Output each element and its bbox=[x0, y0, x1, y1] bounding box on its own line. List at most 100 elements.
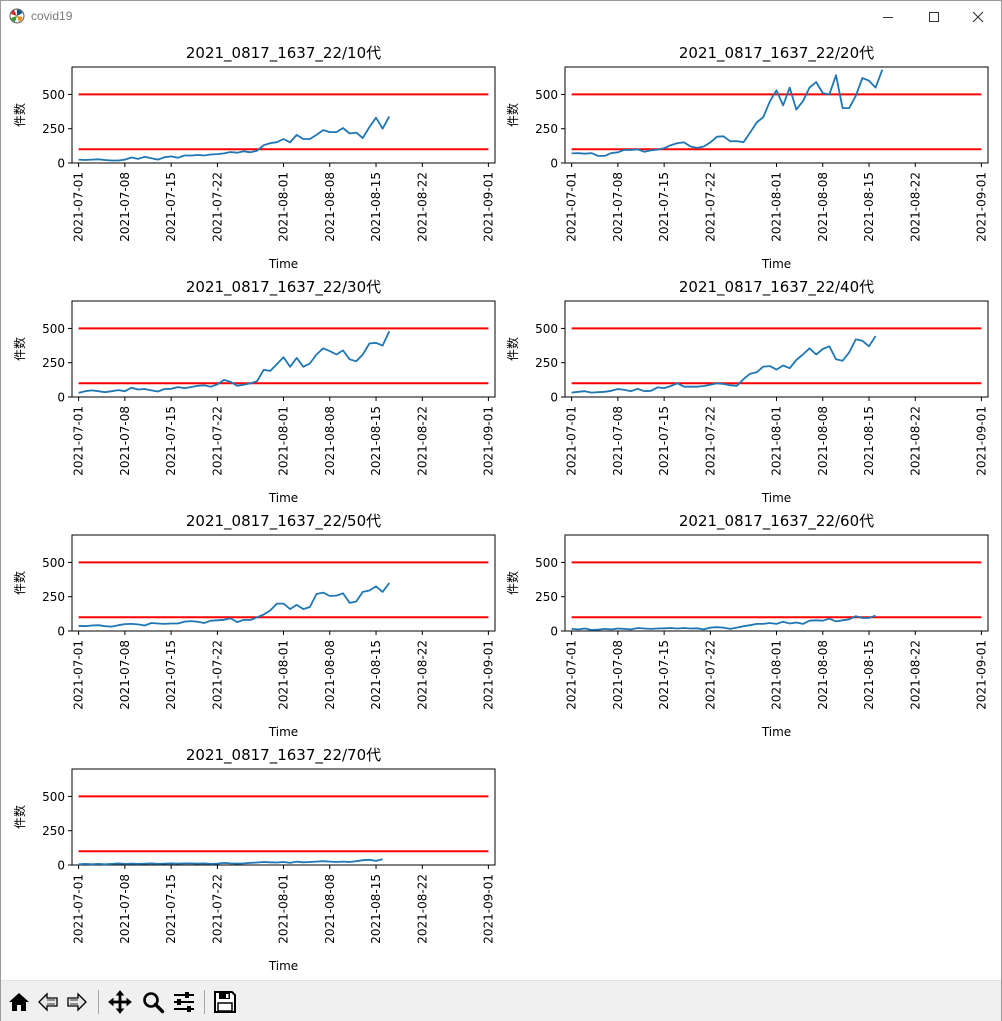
y-tick-label: 250 bbox=[42, 590, 65, 604]
y-tick-label: 500 bbox=[535, 88, 558, 102]
x-tick-label: 2021-08-15 bbox=[862, 640, 876, 710]
x-tick-label: 2021-07-15 bbox=[657, 406, 671, 476]
y-tick-label: 0 bbox=[57, 625, 65, 639]
y-tick-label: 500 bbox=[535, 322, 558, 336]
maximize-button[interactable] bbox=[911, 1, 957, 32]
right-arrow-icon bbox=[67, 992, 87, 1012]
x-tick-label: 2021-08-15 bbox=[862, 172, 876, 242]
x-tick-label: 2021-07-08 bbox=[611, 640, 625, 710]
x-tick-label: 2021-07-01 bbox=[565, 406, 579, 476]
x-tick-label: 2021-09-01 bbox=[481, 172, 495, 242]
x-tick-label: 2021-08-01 bbox=[770, 640, 784, 710]
x-tick-label: 2021-09-01 bbox=[481, 874, 495, 944]
x-tick-label: 2021-07-01 bbox=[565, 640, 579, 710]
x-tick-label: 2021-08-01 bbox=[277, 406, 291, 476]
x-tick-label: 2021-09-01 bbox=[974, 172, 988, 242]
data-series-line bbox=[571, 69, 884, 157]
forward-button[interactable] bbox=[63, 988, 91, 1016]
back-button[interactable] bbox=[34, 988, 62, 1016]
subplot-7: 2021_0817_1637_22/70代 0 250 500 2021-07-01 20… bbox=[12, 746, 496, 973]
x-tick-label: 2021-08-22 bbox=[415, 640, 429, 710]
x-tick-label: 2021-07-01 bbox=[72, 406, 86, 476]
toolbar-separator bbox=[98, 990, 99, 1014]
x-tick-label: 2021-07-15 bbox=[657, 172, 671, 242]
toolbar-separator bbox=[204, 990, 205, 1014]
x-tick-label: 2021-07-15 bbox=[164, 406, 178, 476]
y-axis-label: 件数 bbox=[12, 571, 27, 595]
configure-subplots-button[interactable] bbox=[170, 988, 198, 1016]
x-tick-label: 2021-08-08 bbox=[816, 406, 830, 476]
x-tick-label: 2021-08-08 bbox=[323, 406, 337, 476]
subplot-2: 2021_0817_1637_22/20代 0 250 500 2021-07-01 20… bbox=[505, 44, 989, 271]
data-series-line bbox=[78, 115, 391, 162]
y-tick-label: 250 bbox=[535, 122, 558, 136]
y-tick-label: 0 bbox=[57, 391, 65, 405]
pan-button[interactable] bbox=[106, 988, 134, 1016]
axes-frame bbox=[564, 534, 989, 632]
move-icon bbox=[108, 990, 132, 1014]
y-tick-label: 0 bbox=[550, 157, 558, 171]
maximize-icon bbox=[929, 11, 939, 22]
chart-title: 2021_0817_1637_22/20代 bbox=[679, 44, 874, 63]
title-bar[interactable]: covid19 bbox=[1, 1, 1001, 32]
x-tick-label: 2021-08-22 bbox=[908, 172, 922, 242]
left-arrow-icon bbox=[38, 992, 58, 1012]
x-tick-label: 2021-07-15 bbox=[164, 172, 178, 242]
chart-title: 2021_0817_1637_22/10代 bbox=[186, 44, 381, 63]
x-axis-label: Time bbox=[268, 959, 298, 973]
y-tick-label: 500 bbox=[42, 790, 65, 804]
floppy-disk-icon bbox=[214, 991, 236, 1013]
x-axis-label: Time bbox=[268, 257, 298, 271]
x-tick-label: 2021-08-22 bbox=[415, 172, 429, 242]
window-title: covid19 bbox=[31, 9, 73, 23]
minimize-icon bbox=[883, 16, 893, 18]
x-tick-label: 2021-08-15 bbox=[369, 874, 383, 944]
x-tick-label: 2021-09-01 bbox=[974, 406, 988, 476]
y-tick-label: 500 bbox=[42, 556, 65, 570]
y-tick-label: 250 bbox=[42, 122, 65, 136]
y-tick-label: 250 bbox=[42, 356, 65, 370]
y-tick-label: 250 bbox=[535, 590, 558, 604]
x-tick-label: 2021-07-22 bbox=[703, 406, 717, 476]
x-tick-label: 2021-08-22 bbox=[908, 640, 922, 710]
x-tick-label: 2021-07-08 bbox=[611, 406, 625, 476]
x-tick-label: 2021-08-08 bbox=[323, 640, 337, 710]
axes-frame bbox=[564, 66, 989, 164]
close-button[interactable] bbox=[955, 1, 1001, 32]
data-series-line bbox=[78, 858, 383, 866]
x-tick-label: 2021-08-22 bbox=[415, 406, 429, 476]
minimize-button[interactable] bbox=[865, 1, 911, 32]
x-tick-label: 2021-08-22 bbox=[415, 874, 429, 944]
x-tick-label: 2021-09-01 bbox=[481, 640, 495, 710]
y-tick-label: 500 bbox=[42, 88, 65, 102]
x-tick-label: 2021-08-01 bbox=[770, 172, 784, 242]
chart-title: 2021_0817_1637_22/60代 bbox=[679, 512, 874, 531]
data-series-line bbox=[571, 614, 876, 631]
close-icon bbox=[972, 11, 984, 22]
x-tick-label: 2021-08-08 bbox=[816, 640, 830, 710]
subplot-1: 2021_0817_1637_22/10代 0 250 500 2021-07-01 20… bbox=[12, 44, 496, 271]
x-tick-label: 2021-07-15 bbox=[164, 640, 178, 710]
save-button[interactable] bbox=[211, 988, 239, 1016]
x-tick-label: 2021-08-08 bbox=[323, 172, 337, 242]
zoom-button[interactable] bbox=[139, 988, 167, 1016]
x-tick-label: 2021-09-01 bbox=[481, 406, 495, 476]
x-tick-label: 2021-08-15 bbox=[862, 406, 876, 476]
x-tick-label: 2021-08-01 bbox=[770, 406, 784, 476]
subplot-3: 2021_0817_1637_22/30代 0 250 500 2021-07-01 20… bbox=[12, 278, 496, 505]
home-button[interactable] bbox=[5, 988, 33, 1016]
data-series-line bbox=[78, 582, 391, 628]
subplot-5: 2021_0817_1637_22/50代 0 250 500 2021-07-01 20… bbox=[12, 512, 496, 739]
x-tick-label: 2021-07-08 bbox=[118, 406, 132, 476]
x-tick-label: 2021-08-15 bbox=[369, 406, 383, 476]
y-axis-label: 件数 bbox=[505, 571, 520, 595]
chart-title: 2021_0817_1637_22/40代 bbox=[679, 278, 874, 297]
subplot-6: 2021_0817_1637_22/60代 0 250 500 2021-07-01 20… bbox=[505, 512, 989, 739]
y-tick-label: 0 bbox=[57, 157, 65, 171]
x-tick-label: 2021-08-08 bbox=[323, 874, 337, 944]
x-tick-label: 2021-07-01 bbox=[72, 874, 86, 944]
x-tick-label: 2021-07-08 bbox=[118, 874, 132, 944]
y-tick-label: 250 bbox=[42, 824, 65, 838]
navigation-toolbar bbox=[1, 980, 1001, 1021]
